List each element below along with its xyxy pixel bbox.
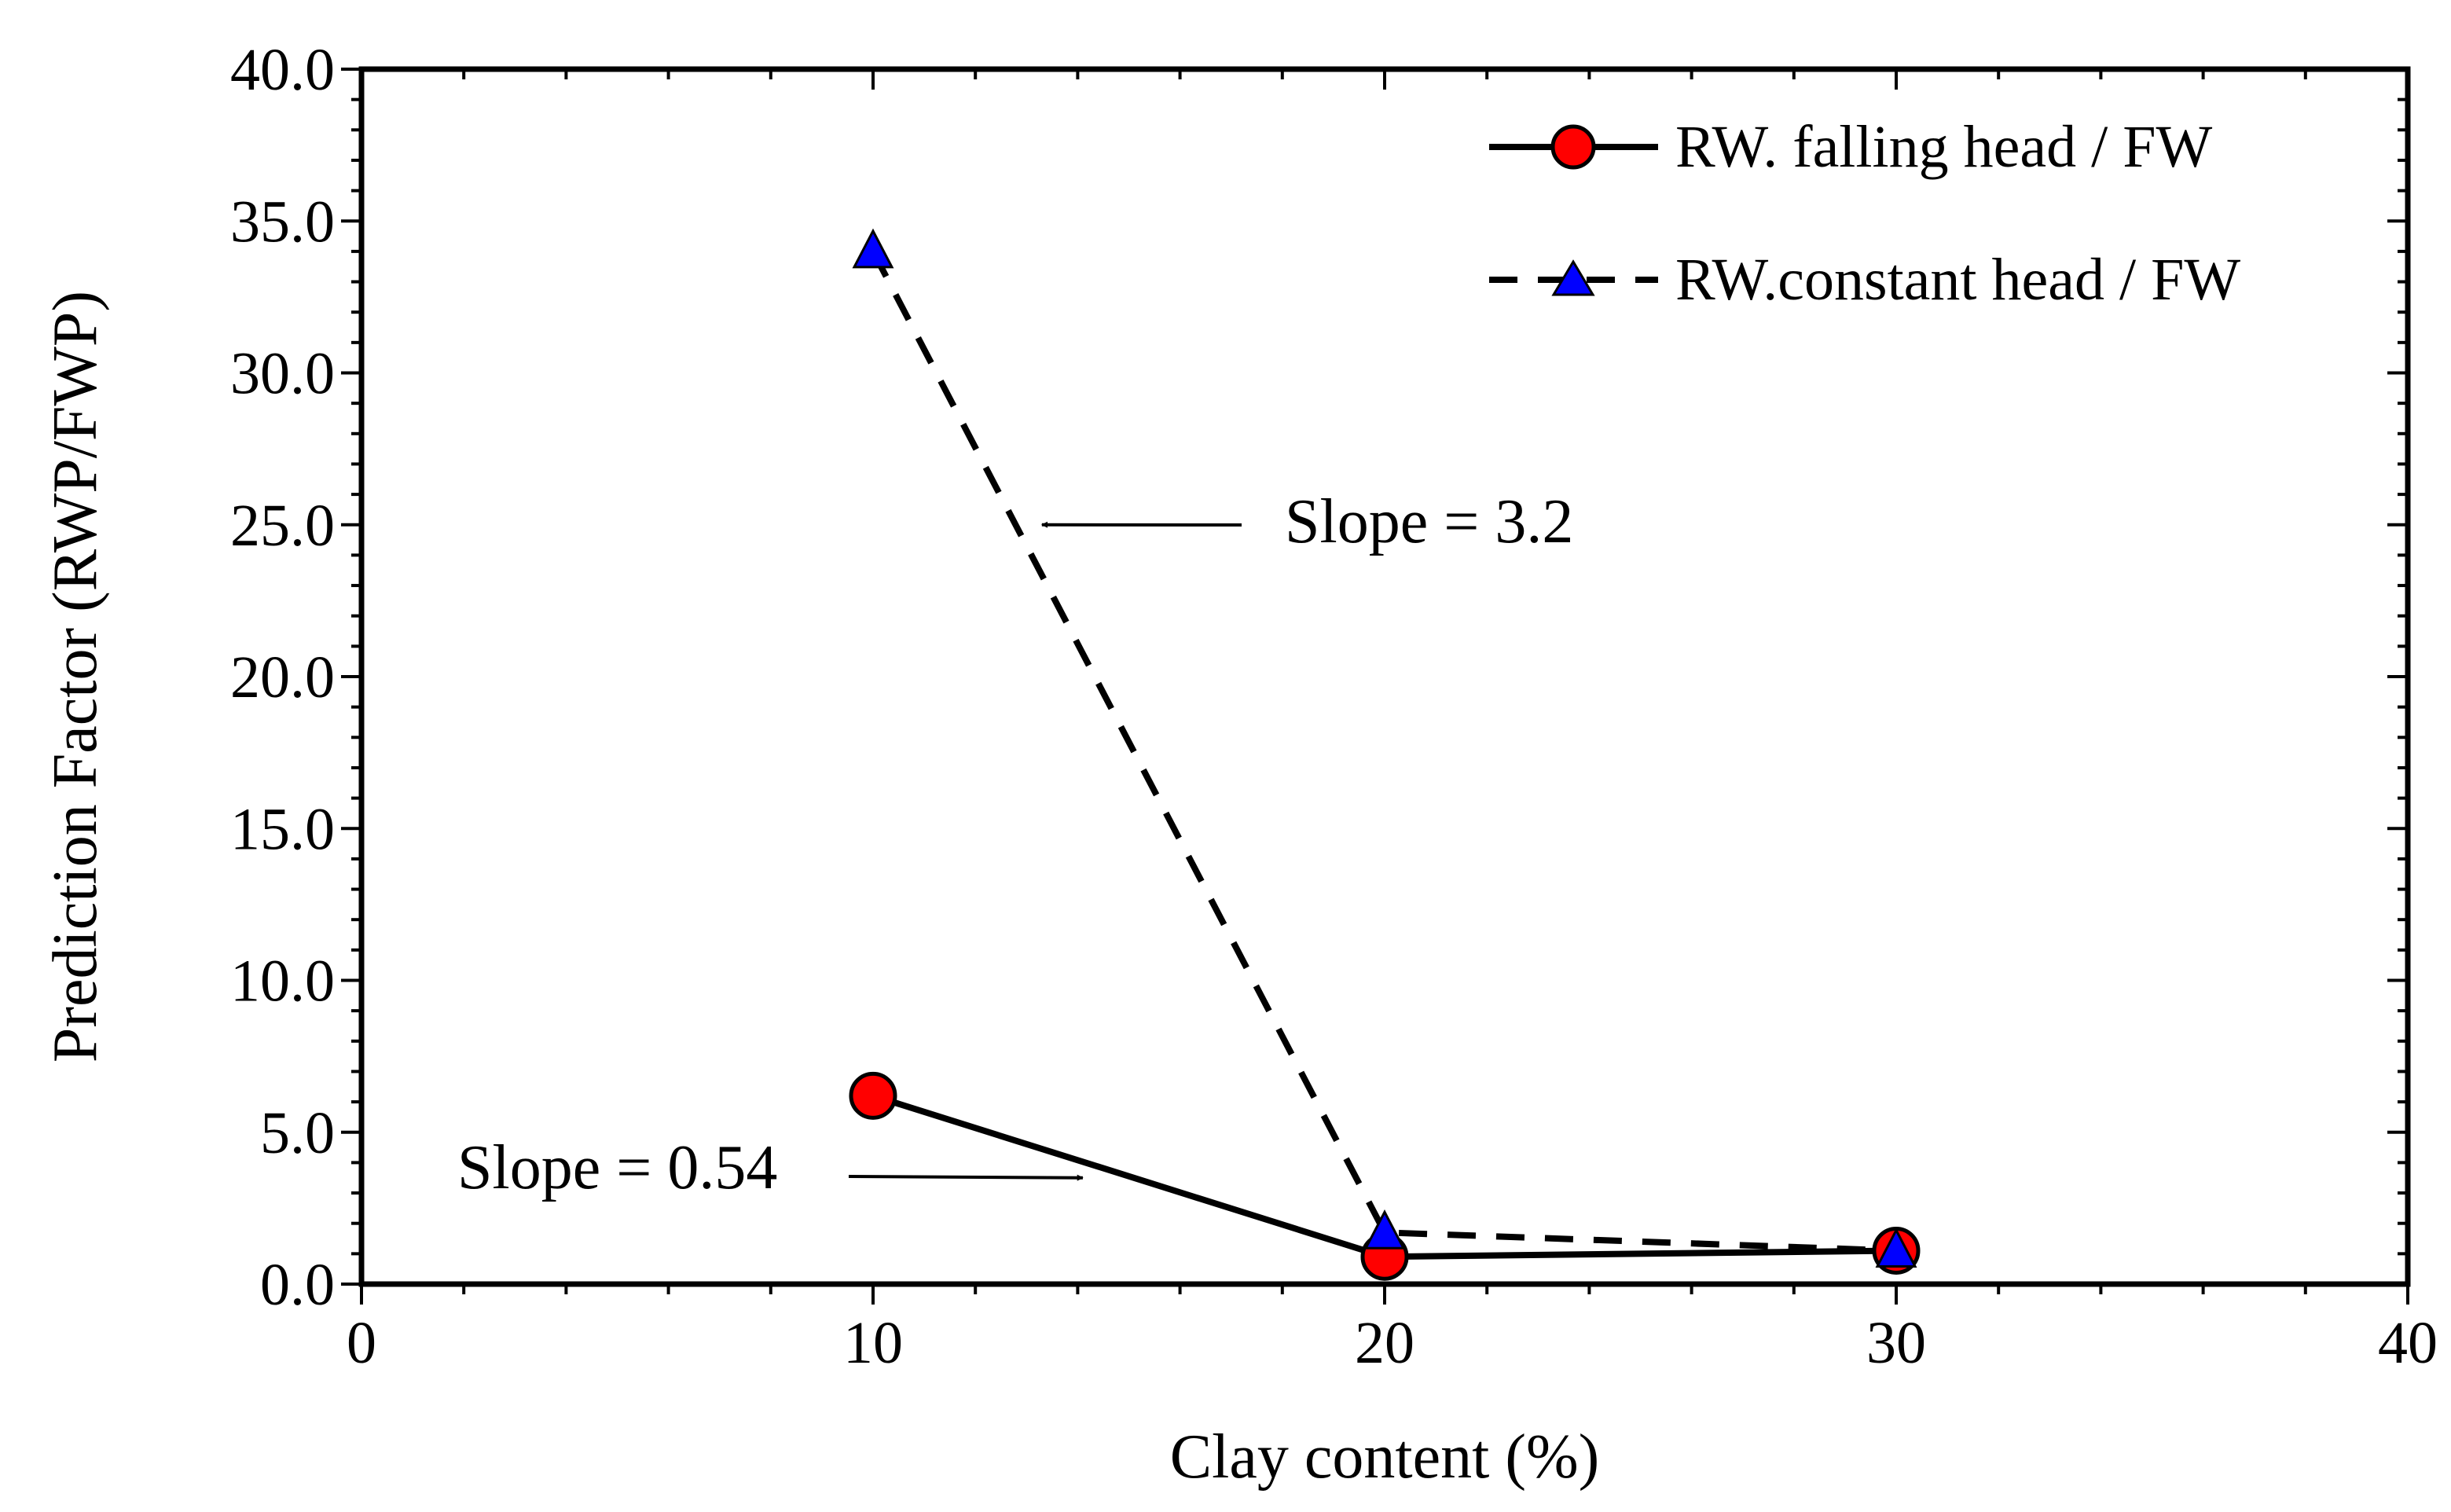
- x-axis-title: Clay content (%): [1170, 1422, 1599, 1492]
- legend-label-constant-head: RW.constant head / FW: [1675, 247, 2240, 313]
- x-tick-label: 10: [843, 1310, 903, 1376]
- series-line-constant-head: [870, 250, 1897, 1254]
- legend: RW. falling head / FW RW.constant head /…: [1489, 114, 2240, 313]
- legend-entry-constant-head: RW.constant head / FW: [1489, 247, 2240, 313]
- x-tick-label: 30: [1866, 1310, 1926, 1376]
- data-point-constant-head: [1363, 1209, 1406, 1250]
- axis-ticks: [341, 68, 2409, 1305]
- legend-marker-circle: [1550, 124, 1596, 170]
- y-tick-label: 40.0: [230, 37, 335, 103]
- annotations: Slope = 3.2 Slope = 0.54: [457, 487, 1573, 1202]
- annotation-slope-falling: Slope = 0.54: [457, 1133, 777, 1202]
- y-tick-label: 15.0: [230, 796, 335, 862]
- legend-marker-triangle: [1551, 259, 1595, 296]
- x-tick-label: 40: [2378, 1310, 2438, 1376]
- y-tick-label: 5.0: [260, 1100, 335, 1166]
- data-point-falling-head: [849, 1071, 897, 1120]
- y-tick-label: 30.0: [230, 341, 335, 407]
- x-tick-label: 0: [347, 1310, 376, 1376]
- annotation-slope-constant: Slope = 3.2: [1285, 487, 1573, 556]
- y-tick-label: 35.0: [230, 189, 335, 255]
- y-axis-title: Prediction Factor (RWP/FWP): [41, 291, 110, 1062]
- y-tick-label: 0.0: [260, 1252, 335, 1318]
- data-point-constant-head: [852, 228, 894, 269]
- tick-labels: 0.0 5.0 10.0 15.0 20.0 25.0 30.0 35.0 40.0 0 10 20 3…: [230, 37, 2438, 1376]
- data-point-constant-head: [1875, 1228, 1917, 1268]
- series-layer: [849, 228, 1921, 1281]
- legend-entry-falling-head: RW. falling head / FW: [1489, 114, 2212, 180]
- annotation-arrow-falling: [848, 1174, 1084, 1181]
- y-tick-label: 25.0: [230, 493, 335, 559]
- y-tick-label: 10.0: [230, 949, 335, 1015]
- x-tick-label: 20: [1355, 1310, 1414, 1376]
- legend-label-falling-head: RW. falling head / FW: [1675, 114, 2212, 180]
- y-tick-label: 20.0: [230, 644, 335, 710]
